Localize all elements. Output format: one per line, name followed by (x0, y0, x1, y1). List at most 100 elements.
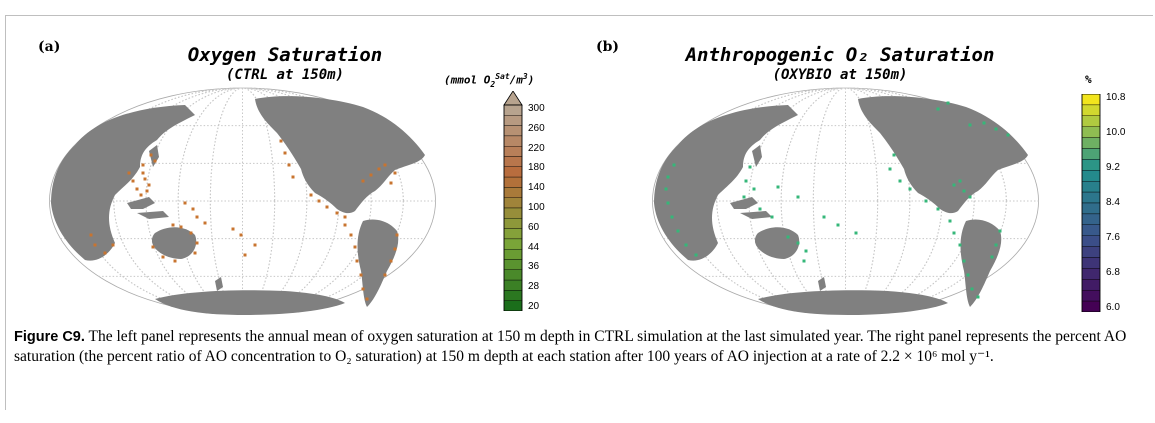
station-marker (335, 211, 339, 215)
colorbar-bin (503, 135, 523, 147)
station-marker (854, 231, 858, 235)
colorbar-bin (503, 269, 523, 281)
station-marker (195, 215, 199, 219)
colorbar-tick-label: 260 (528, 122, 545, 134)
station-marker (325, 205, 329, 209)
station-marker (309, 193, 313, 197)
colorbar-bin (1081, 213, 1101, 226)
colorbar-bin (1081, 257, 1101, 269)
station-marker (670, 215, 674, 219)
station-marker (970, 287, 974, 291)
station-marker (343, 215, 347, 219)
land-mass (754, 227, 800, 259)
station-marker (359, 273, 363, 277)
station-marker (183, 201, 187, 205)
panel-b-subtitle: (OXYBIO at 150m) (772, 67, 908, 83)
station-marker (898, 179, 902, 183)
station-marker (239, 233, 243, 237)
panel-b-label: (b) (596, 39, 620, 55)
station-marker (131, 179, 135, 183)
station-marker (383, 163, 387, 167)
station-marker (151, 245, 155, 249)
colorbar-tick-label: 6.0 (1106, 302, 1120, 313)
station-marker (1006, 133, 1010, 137)
panel-a-colorbar (503, 91, 523, 311)
station-marker (349, 233, 353, 237)
colorbar-bin (503, 104, 523, 116)
colorbar-tick-label: 100 (528, 202, 545, 213)
station-marker (836, 223, 840, 227)
panel-b-title: Anthropogenic O₂ Saturation (685, 44, 995, 66)
colorbar-bin (1081, 268, 1101, 280)
station-marker (968, 123, 972, 127)
station-marker (141, 163, 145, 167)
colorbar-bin (1081, 289, 1101, 302)
station-marker (361, 287, 365, 291)
station-marker (666, 175, 670, 179)
station-marker (994, 127, 998, 131)
colorbar-bin (1081, 202, 1101, 215)
colorbar-tick-label: 20 (528, 301, 540, 312)
panel-b-colorbar (1081, 94, 1101, 312)
station-marker (189, 231, 193, 235)
land-mass (654, 105, 798, 261)
station-marker (127, 171, 131, 175)
station-marker (796, 195, 800, 199)
colorbar-tick-label: 9.2 (1106, 162, 1120, 173)
colorbar-tick-label: 8.4 (1106, 197, 1120, 208)
colorbar-bin (503, 238, 523, 250)
station-marker (253, 243, 257, 247)
land-mass (818, 277, 826, 291)
colorbar-bin (503, 115, 523, 126)
colorbar-tick-label: 300 (528, 103, 545, 114)
station-marker (143, 177, 147, 181)
station-marker (888, 167, 892, 171)
land-mass (357, 219, 399, 307)
station-marker (393, 247, 397, 251)
station-marker (908, 187, 912, 191)
land-mass (740, 211, 772, 219)
station-marker (796, 241, 800, 245)
colorbar-tick-label: 10.8 (1106, 92, 1126, 103)
station-marker (393, 171, 397, 175)
station-marker (962, 189, 966, 193)
land-mass (215, 277, 223, 291)
colorbar-tick-label: 10.0 (1106, 127, 1126, 138)
colorbar-tick-label: 180 (528, 162, 545, 174)
land-mass (127, 197, 155, 209)
colorbar-bin (1081, 148, 1101, 160)
station-marker (243, 253, 247, 257)
station-marker (283, 151, 287, 155)
station-marker (802, 259, 806, 263)
colorbar-bin (1081, 115, 1101, 127)
colorbar-tick-label: 140 (528, 182, 545, 194)
colorbar-bin (1081, 170, 1101, 182)
figure-frame-top (5, 15, 1153, 16)
station-marker (365, 297, 369, 301)
colorbar-bin (1081, 300, 1101, 312)
panel-b-map (652, 87, 1039, 315)
land-mass (137, 211, 169, 219)
land-mass (730, 197, 758, 209)
station-marker (968, 195, 972, 199)
land-mass (51, 105, 195, 261)
land-mass (149, 145, 159, 167)
colorbar-bin (503, 166, 523, 178)
panel-a-label: (a) (38, 39, 61, 55)
station-marker (191, 207, 195, 211)
colorbar-bin (1081, 137, 1101, 149)
panel-a-subtitle: (CTRL at 150m) (225, 67, 344, 83)
station-marker (958, 179, 962, 183)
colorbar-tick-label: 28 (528, 281, 540, 293)
station-marker (744, 179, 748, 183)
station-marker (664, 187, 668, 191)
station-marker (676, 229, 680, 233)
colorbar-border (1081, 94, 1101, 312)
station-marker (946, 101, 950, 105)
colorbar-bin (503, 300, 523, 311)
figure-caption: Figure C9. The left panel represents the… (14, 327, 1134, 366)
colorbar-bin (503, 176, 523, 188)
colorbar-tick-label: 60 (528, 221, 540, 233)
station-marker (804, 249, 808, 253)
station-marker (171, 223, 175, 227)
